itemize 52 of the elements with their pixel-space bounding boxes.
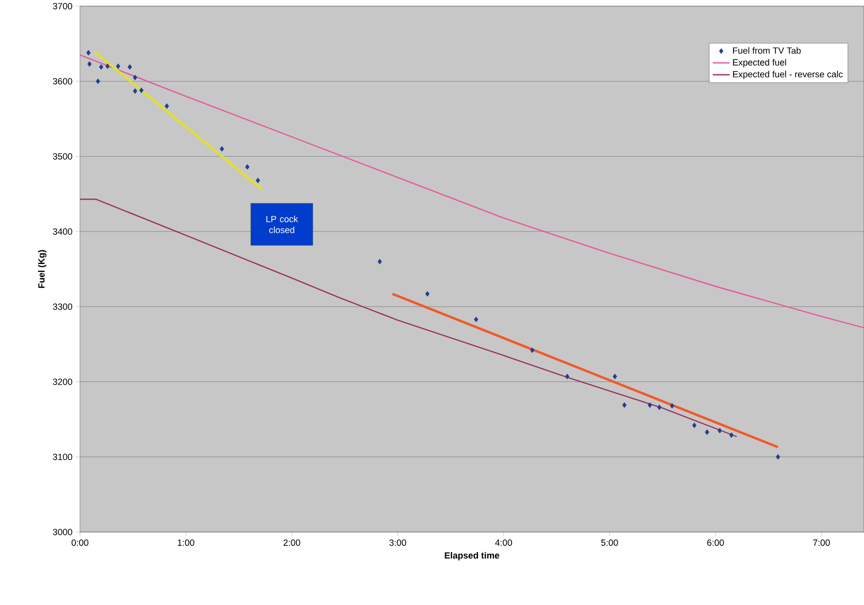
point — [657, 404, 662, 410]
y-axis-title: Fuel (Kg) — [38, 250, 46, 288]
point — [622, 402, 627, 408]
legend-label: Expected fuel - reverse calc — [733, 70, 843, 80]
point — [718, 428, 722, 434]
x-tick-label: 4:00 — [495, 539, 512, 546]
line-series — [80, 54, 864, 328]
x-tick-label: 2:00 — [284, 539, 300, 546]
point — [139, 88, 144, 94]
y-tick-label: 3500 — [52, 153, 72, 160]
point — [99, 64, 104, 70]
point — [776, 454, 780, 460]
y-tick-label: 3400 — [52, 228, 72, 235]
point — [565, 374, 570, 380]
point — [729, 432, 734, 438]
x-tick-label: 1:00 — [178, 539, 194, 546]
point — [87, 61, 92, 67]
legend-label: Fuel from TV Tab — [733, 47, 801, 54]
point — [612, 374, 618, 380]
y-tick-label: 3600 — [52, 78, 72, 84]
x-tick-label: 6:00 — [707, 539, 724, 546]
y-tick-label: 3100 — [52, 454, 72, 460]
point — [256, 178, 260, 184]
point — [132, 74, 138, 80]
x-tick-label: 7:00 — [813, 539, 830, 546]
point — [86, 50, 91, 56]
point — [116, 63, 120, 70]
y-tick-label: 3000 — [52, 528, 72, 536]
point — [96, 78, 100, 84]
point — [474, 316, 478, 322]
point — [245, 164, 250, 170]
point — [220, 146, 224, 152]
x-tick-label: 0:00 — [72, 539, 88, 546]
line-series — [80, 198, 738, 438]
point — [670, 403, 674, 409]
point — [425, 291, 430, 297]
point — [164, 103, 169, 109]
point — [105, 63, 110, 70]
y-tick-label: 3300 — [52, 303, 72, 310]
y-tick-label: 3700 — [52, 2, 72, 10]
x-tick-label: 5:00 — [601, 539, 618, 546]
point — [692, 422, 696, 428]
point — [704, 429, 710, 435]
point — [648, 402, 652, 408]
x-axis-title: Elapsed time — [444, 552, 500, 560]
point — [378, 258, 382, 264]
point — [128, 64, 132, 70]
y-tick-label: 3200 — [52, 378, 72, 385]
x-tick-label: 3:00 — [389, 539, 406, 546]
annotation: LP cock closed — [266, 216, 298, 234]
point — [132, 88, 138, 94]
legend-label: Expected fuel — [733, 58, 786, 68]
